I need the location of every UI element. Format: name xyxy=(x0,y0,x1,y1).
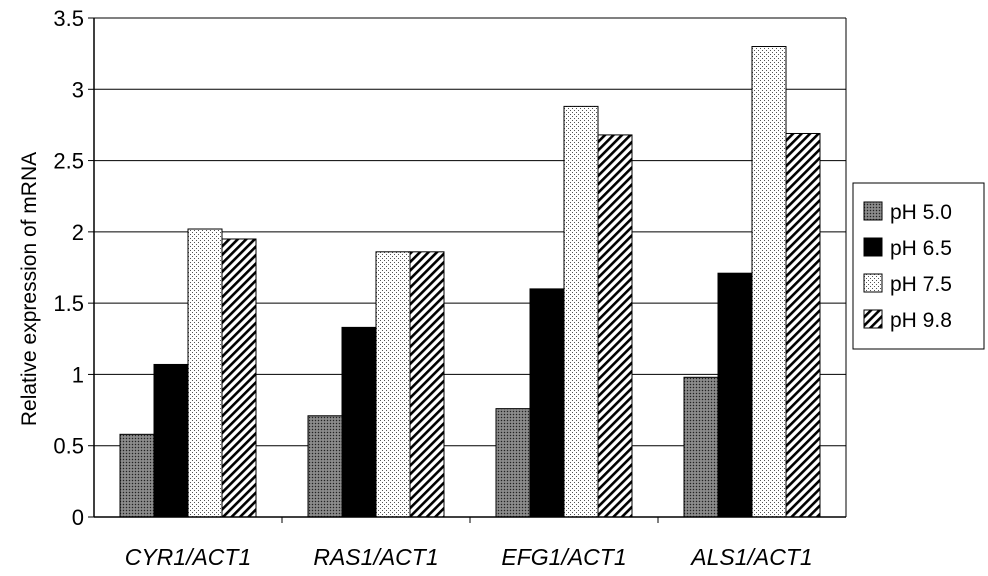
category-label: EFG1/ACT1 xyxy=(501,544,626,570)
category-label: ALS1/ACT1 xyxy=(689,544,812,570)
legend-swatch xyxy=(863,273,883,293)
y-tick-label: 0.5 xyxy=(53,434,84,459)
legend-swatch xyxy=(863,309,883,329)
legend: pH 5.0 pH 6.5 pH 7.5 pH 9.8 xyxy=(852,182,985,350)
legend-label: pH 7.5 xyxy=(890,273,952,296)
y-tick-label: 1 xyxy=(72,362,84,387)
y-tick-label: 2.5 xyxy=(53,149,84,174)
bar xyxy=(307,415,343,518)
legend-swatch xyxy=(863,201,883,221)
y-axis-title: Relative expression of mRNA xyxy=(18,152,41,426)
bar xyxy=(153,363,189,518)
bar xyxy=(563,105,599,518)
bar xyxy=(683,376,719,518)
bar xyxy=(785,132,821,518)
bar xyxy=(375,251,411,518)
legend-label: pH 9.8 xyxy=(890,309,952,332)
bar xyxy=(717,272,753,518)
category-label: CYR1/ACT1 xyxy=(125,544,252,570)
y-tick-label: 3.5 xyxy=(53,6,84,31)
bar xyxy=(529,288,565,518)
y-tick-label: 3 xyxy=(72,77,84,102)
axes xyxy=(88,17,847,523)
bar xyxy=(187,228,223,518)
legend-swatch xyxy=(863,237,883,257)
bar xyxy=(119,433,155,518)
legend-label: pH 5.0 xyxy=(890,201,952,224)
y-tick-label: 0 xyxy=(72,505,84,530)
bars xyxy=(119,46,821,518)
bar xyxy=(751,46,787,518)
category-labels: CYR1/ACT1 RAS1/ACT1 EFG1/ACT1 ALS1/ACT1 xyxy=(125,544,813,570)
y-tick-label: 2 xyxy=(72,220,84,245)
bar xyxy=(341,326,377,518)
bar xyxy=(495,408,531,518)
category-label: RAS1/ACT1 xyxy=(313,544,438,570)
y-tick-label: 1.5 xyxy=(53,291,84,316)
bar xyxy=(597,134,633,518)
bar xyxy=(221,238,257,518)
legend-label: pH 6.5 xyxy=(890,237,952,260)
bar xyxy=(409,251,445,518)
y-tick-labels: 0 0.5 1 1.5 2 2.5 3 3.5 xyxy=(53,6,84,530)
